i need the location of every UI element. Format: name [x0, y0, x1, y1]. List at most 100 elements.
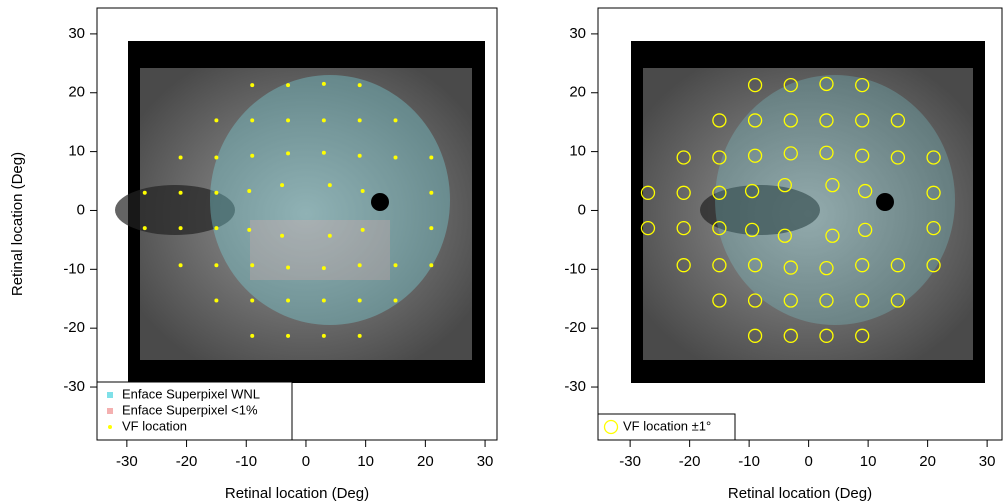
point [357, 333, 362, 338]
point [819, 260, 834, 276]
point [744, 222, 760, 238]
point [676, 185, 691, 200]
x-tick-label: 20 [919, 453, 936, 470]
point [178, 226, 183, 231]
point [640, 220, 656, 236]
panel-left-image [115, 41, 485, 383]
point [250, 83, 255, 88]
point [178, 155, 183, 160]
point [926, 150, 941, 165]
point [286, 83, 291, 88]
point [321, 150, 326, 155]
point [357, 263, 362, 268]
legend-label: Enface Superpixel WNL [122, 386, 260, 401]
point [747, 113, 763, 128]
point [676, 220, 691, 236]
point [321, 298, 326, 303]
point [142, 226, 147, 231]
point [744, 183, 760, 199]
y-tick-label: -20 [564, 319, 586, 336]
x-tick-label: -30 [116, 453, 138, 470]
point [890, 293, 906, 308]
point [429, 226, 434, 231]
x-tick-label: -20 [679, 453, 701, 470]
y-tick-label: 20 [68, 84, 85, 101]
point [777, 228, 792, 243]
point [178, 190, 183, 195]
x-tick-label: 0 [804, 453, 812, 470]
plot-frame [597, 7, 1003, 441]
point [321, 118, 326, 123]
point [747, 77, 763, 93]
x-tick-label: -20 [176, 453, 198, 470]
legend-label: VF location [122, 418, 187, 433]
legend-label: VF location ±1° [623, 418, 711, 433]
y-tick-label: -10 [63, 260, 85, 277]
point [250, 118, 255, 123]
point [855, 258, 870, 273]
point [676, 150, 691, 165]
legend-marker [108, 425, 112, 429]
y-tick-label: -30 [63, 378, 85, 395]
x-tick-label: 10 [357, 453, 374, 470]
x-tick-label: 30 [979, 453, 996, 470]
point [393, 263, 398, 268]
point [926, 258, 941, 273]
x-tick-label: 20 [417, 453, 434, 470]
point [747, 148, 763, 163]
point [214, 298, 219, 303]
y-tick-label: 30 [68, 25, 85, 42]
y-tick-label: 0 [578, 201, 586, 218]
point [321, 333, 326, 338]
point [783, 113, 798, 128]
x-tick-label: -30 [619, 453, 641, 470]
point [286, 298, 291, 303]
point [429, 155, 434, 160]
point [360, 189, 365, 194]
legend-box [597, 413, 736, 441]
point [640, 185, 656, 200]
point [250, 298, 255, 303]
point [321, 81, 326, 86]
point [676, 258, 691, 273]
y-tick-label: 10 [569, 143, 586, 160]
point [250, 263, 255, 268]
point [712, 293, 727, 308]
point [357, 298, 362, 303]
point [250, 153, 255, 158]
point [280, 183, 285, 188]
point [825, 178, 840, 193]
point [712, 150, 727, 165]
point [247, 227, 252, 232]
legend-box [96, 381, 293, 441]
point [712, 185, 727, 200]
point [855, 328, 870, 343]
x-tick-label: 30 [477, 453, 494, 470]
x-tick-label: 0 [302, 453, 310, 470]
point [357, 153, 362, 158]
point [858, 222, 873, 238]
point [286, 151, 291, 156]
point [777, 178, 792, 193]
point [286, 118, 291, 123]
point [429, 190, 434, 195]
point [819, 328, 834, 343]
point [357, 118, 362, 123]
y-tick-label: 10 [68, 143, 85, 160]
point [819, 293, 834, 308]
y-tick-label: -10 [564, 260, 586, 277]
point [357, 83, 362, 88]
point [214, 118, 219, 123]
point [360, 227, 365, 232]
point [819, 113, 834, 128]
y-axis-label: Retinal location (Deg) [9, 152, 26, 296]
legend-marker [107, 392, 113, 398]
y-tick-label: -20 [63, 319, 85, 336]
point [747, 293, 763, 308]
point [825, 228, 840, 243]
y-tick-label: 30 [569, 25, 586, 42]
y-tick-label: 20 [569, 84, 586, 101]
point [321, 266, 326, 271]
point [712, 220, 727, 236]
